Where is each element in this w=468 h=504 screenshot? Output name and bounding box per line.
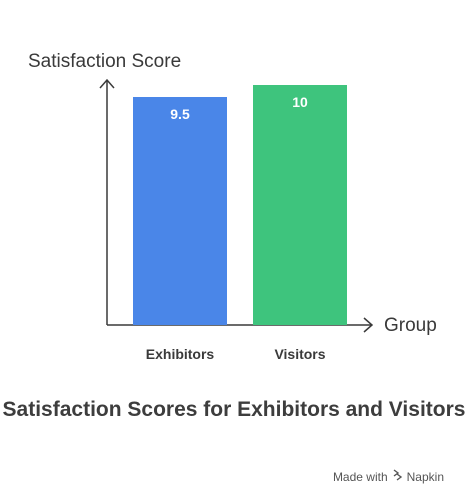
- bar-chart: Satisfaction Score Group 9.5 Exhibitors 10…: [28, 51, 437, 362]
- footer-brand: Napkin: [406, 469, 444, 484]
- napkin-logo-icon: [392, 469, 403, 484]
- y-axis-label: Satisfaction Score: [28, 51, 181, 72]
- bar-exhibitors: [133, 97, 227, 325]
- category-label-exhibitors: Exhibitors: [146, 346, 215, 362]
- footer-made-with: Made with: [332, 469, 388, 484]
- x-axis-label: Group: [384, 315, 437, 336]
- bar-visitors: [253, 85, 347, 325]
- data-label-exhibitors: 9.5: [170, 106, 190, 122]
- footer-credit: Made with Napkin: [333, 469, 444, 484]
- chart-title: Satisfaction Scores for Exhibitors and V…: [2, 398, 466, 421]
- y-axis: [99, 78, 115, 325]
- category-label-visitors: Visitors: [274, 346, 325, 362]
- data-label-visitors: 10: [292, 94, 308, 110]
